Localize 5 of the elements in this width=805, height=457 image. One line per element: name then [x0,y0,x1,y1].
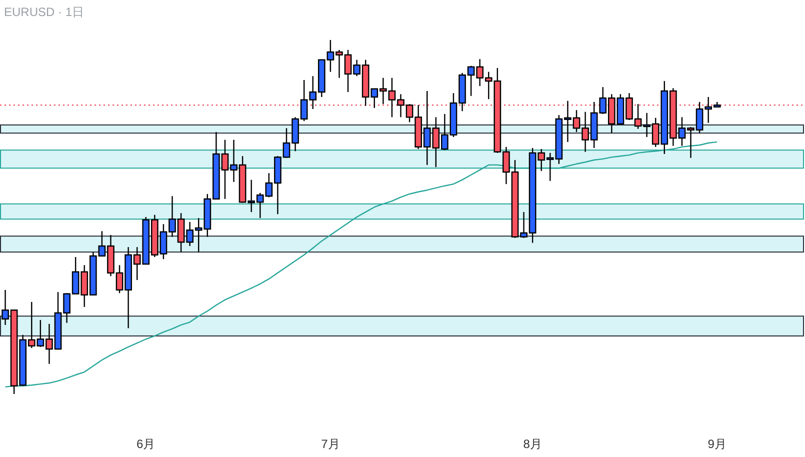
x-tick-label: 9月 [708,437,726,451]
x-tick-label: 7月 [321,437,340,451]
x-tick-label: 6月 [136,437,156,451]
chart-title: EURUSD · 1日 [4,5,84,19]
x-tick-label: 8月 [523,437,542,451]
